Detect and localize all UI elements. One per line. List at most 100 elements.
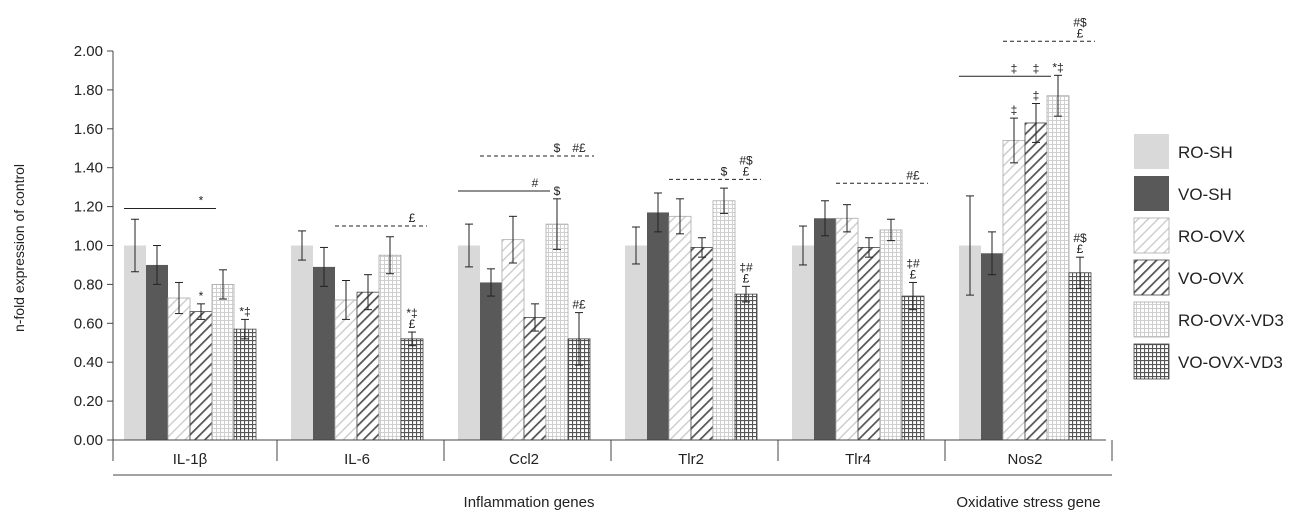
bar [334,299,358,441]
significance-label: *‡ [239,304,250,318]
significance-label: *‡ [1052,60,1063,74]
comparison-label: #$ [739,153,753,167]
bar [356,291,380,441]
y-tick-label: 0.40 [74,354,103,371]
y-axis-label: n-fold expression of control [11,164,27,332]
bar [146,264,168,440]
significance-label: £ [409,317,416,331]
significance-label: ‡# [906,256,920,270]
x-axis: IL-1β IL-6 Ccl2 Tlr2 Tlr4 Nos2 [112,439,1113,468]
significance-label: ‡# [739,260,753,274]
bar [189,311,213,441]
comparison-label: £ [1077,26,1084,40]
comparison-label: # [532,176,539,190]
significance-label: ‡ [1033,89,1040,103]
y-tick-label: 1.80 [74,82,103,99]
comparison-label: £ [743,164,750,178]
bar [690,247,714,441]
bar [291,245,313,440]
bar [734,293,758,441]
significance-label: ‡ [1011,103,1018,117]
y-tick-label: 1.20 [74,199,103,216]
y-tick-label: 1.00 [74,238,103,255]
comparison-label: ‡ [1033,61,1040,75]
significance-label: #£ [572,298,586,312]
gene-group-labels: Inflammation genes Oxidative stress gene [113,474,1112,511]
bars-layer [124,95,1092,441]
bar [400,338,424,441]
significance-label: £ [1077,242,1084,256]
bar [792,245,814,440]
x-tick-label: Tlr4 [845,451,871,468]
bar [959,245,981,440]
legend-label: VO-OVX [1178,269,1244,288]
bar [167,297,191,441]
legend-swatch [1133,343,1170,380]
bar [523,317,547,441]
y-tick-label: 1.60 [74,121,103,138]
bar [1046,95,1070,441]
bar [458,245,480,440]
x-tick-label: IL-6 [344,451,370,468]
bar [545,223,569,441]
legend-swatch [1134,134,1169,169]
legend-swatch [1133,301,1170,338]
bar [814,218,836,440]
bar [378,254,402,441]
bar [1002,140,1026,441]
significance-label: *‡ [406,306,417,320]
bar [879,229,903,441]
x-tick-label: IL-1β [173,451,208,468]
bar [124,245,146,440]
comparison-label: * [199,194,204,208]
bar [1024,122,1048,441]
bar [625,245,647,440]
annotations-layer: **‡ *‡£$#£‡#£‡#£‡‡*‡#$£ [199,60,1087,331]
bar [480,282,502,440]
legend-swatch [1133,259,1170,296]
x-tick-label: Nos2 [1007,451,1042,468]
comparison-label: #£ [572,141,586,155]
bar [835,217,859,441]
bar [233,328,257,441]
bar [981,253,1003,440]
comparison-label: $ [554,141,561,155]
legend-swatch [1134,176,1169,211]
bar [211,283,235,441]
comparison-label: $ [721,164,728,178]
legend-label: VO-OVX-VD3 [1178,353,1283,372]
bar [857,247,881,441]
bar [901,295,925,441]
bar [1068,272,1092,441]
x-tick-label: Ccl2 [509,451,539,468]
legend-label: RO-OVX [1178,227,1245,246]
significance-label: £ [743,271,750,285]
y-axis: 0.00 0.20 0.40 0.60 0.80 1.00 1.20 1.40 1.60 1.80… [74,43,114,449]
legend-label: RO-OVX-VD3 [1178,311,1284,330]
y-tick-label: 0.00 [74,432,103,449]
comparison-label: ‡ [1011,61,1018,75]
significance-label: $ [554,184,561,198]
comparison-label: £ [409,211,416,225]
comparison-label: #£ [906,168,920,182]
bar [668,215,692,441]
significance-label: * [199,289,204,303]
bar [313,266,335,440]
y-tick-label: 0.20 [74,393,103,410]
legend-label: VO-SH [1178,185,1232,204]
significance-label: £ [910,267,917,281]
y-tick-label: 2.00 [74,43,103,60]
legend: RO-SH VO-SH RO-OVX VO-OVX RO-OVX-VD3 VO-OVX-V… [1133,134,1284,380]
comparison-lines-layer: *£#$ #£$#$£ #£‡ ‡#$£ [124,15,1095,227]
group-label: Inflammation genes [464,494,595,511]
bar [647,212,669,440]
x-tick-label: Tlr2 [678,451,704,468]
error-bars-layer [131,74,1084,366]
y-tick-label: 0.80 [74,276,103,293]
y-tick-label: 0.60 [74,315,103,332]
comparison-label: #$ [1073,15,1087,29]
legend-swatch [1133,217,1170,254]
bar [712,200,736,441]
bar [501,239,525,441]
